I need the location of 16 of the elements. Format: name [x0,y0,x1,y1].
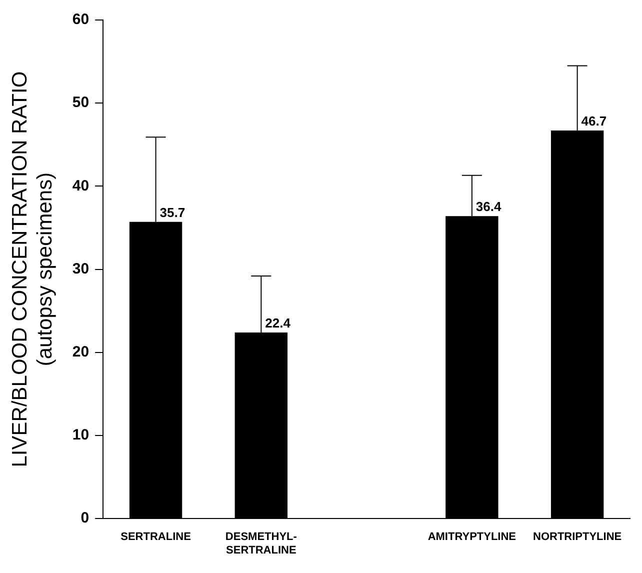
x-tick-label: AMITRYPTYLINE [428,531,516,544]
y-tick-label: 50 [72,94,90,112]
y-tick-label: 40 [72,177,90,194]
data-label: 46.7 [581,114,607,129]
x-tick-label: SERTRALINE [120,531,191,544]
y-tick-label: 60 [72,11,90,28]
data-label: 35.7 [160,205,186,220]
y-axis-title: LIVER/BLOOD CONCENTRATION RATIO (autopsy specimens) [8,71,57,468]
y-tick-label: 10 [72,426,90,444]
data-label: 36.4 [476,199,502,214]
x-tick-label: NORTRIPTYLINE [532,531,622,544]
data-label: 22.4 [265,316,292,331]
y-tick-label: 20 [72,344,90,361]
y-tick-label: 0 [80,510,90,527]
x-tick-label: DESMETHYL- SERTRALINE [225,531,298,556]
y-tick-label: 30 [72,260,90,278]
